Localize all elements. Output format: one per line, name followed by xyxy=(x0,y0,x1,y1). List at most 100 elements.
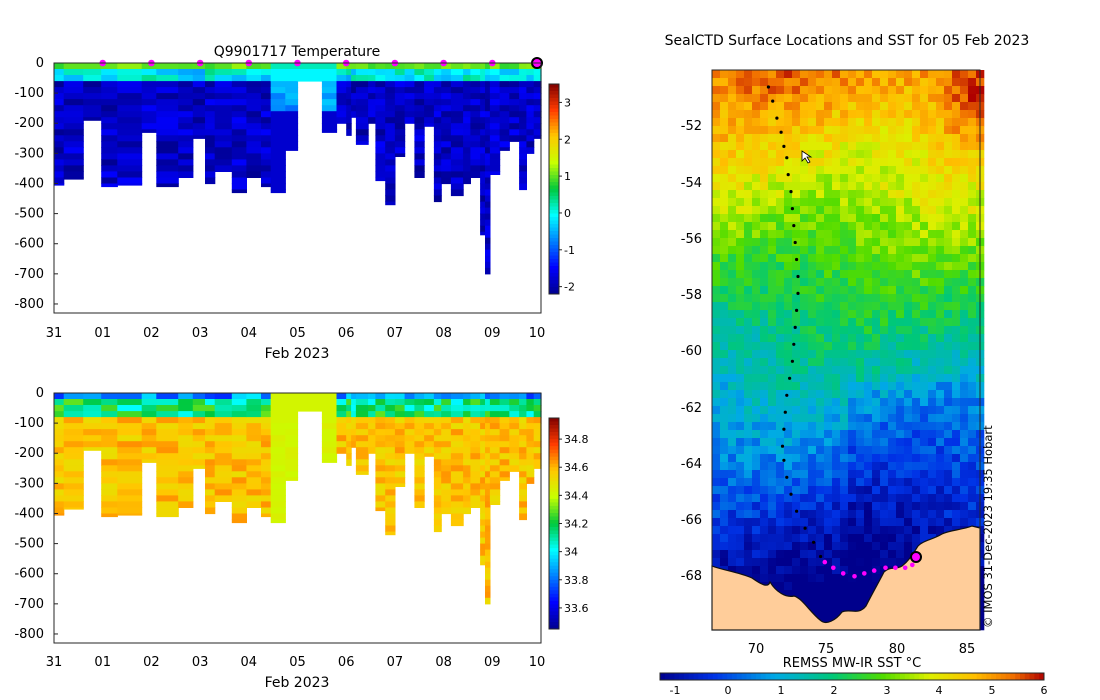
sst-cell xyxy=(752,550,761,559)
profile-cell xyxy=(346,417,352,424)
profile-cell xyxy=(485,471,491,478)
sst-cell xyxy=(824,94,833,103)
sst-cell xyxy=(824,246,833,255)
sst-cell xyxy=(760,142,769,151)
sst-cell xyxy=(816,286,825,295)
profile-cell xyxy=(117,63,143,70)
profile-cell xyxy=(385,495,396,502)
sst-cell xyxy=(800,494,809,503)
colorbar-tick-label: 6 xyxy=(1041,684,1048,697)
profile-cell xyxy=(509,459,520,466)
profile-cell xyxy=(385,453,396,460)
profile-cell xyxy=(450,477,464,484)
sst-cell xyxy=(752,510,761,519)
sst-cell xyxy=(872,142,881,151)
profile-cell xyxy=(336,93,347,100)
profile-cell xyxy=(205,471,216,478)
sst-cell xyxy=(928,246,937,255)
profile-cell xyxy=(526,465,535,472)
sst-cell xyxy=(712,366,721,375)
x-tick-label: 09 xyxy=(484,326,501,341)
sst-cell xyxy=(888,214,897,223)
sst-cell xyxy=(896,190,905,199)
sst-cell xyxy=(720,430,729,439)
sst-cell xyxy=(968,302,977,311)
sst-cell xyxy=(800,526,809,535)
profile-cell xyxy=(351,429,357,436)
sst-cell xyxy=(936,334,945,343)
colorbar-swatch xyxy=(549,541,559,545)
sst-cell xyxy=(864,206,873,215)
profile-cell xyxy=(54,117,65,124)
profile-cell xyxy=(205,147,216,154)
sst-cell xyxy=(912,126,921,135)
profile-cell xyxy=(375,393,386,400)
profile-cell xyxy=(321,411,338,418)
sst-cell xyxy=(848,310,857,319)
sst-cell xyxy=(824,262,833,271)
profile-cell xyxy=(261,183,272,188)
profile-cell xyxy=(480,207,486,215)
sst-cell xyxy=(904,166,913,175)
profile-cell xyxy=(101,123,118,130)
sst-cell xyxy=(768,174,777,183)
sst-cell xyxy=(720,198,729,207)
sst-cell xyxy=(928,398,937,407)
profile-cell xyxy=(351,81,357,88)
sst-cell xyxy=(792,198,801,207)
sst-cell xyxy=(840,310,849,319)
sst-cell xyxy=(904,70,913,79)
profile-cell xyxy=(394,81,406,88)
sst-cell xyxy=(936,222,945,231)
profile-cell xyxy=(470,453,481,460)
profile-cell xyxy=(441,423,452,430)
sst-cell xyxy=(920,294,929,303)
profile-cell xyxy=(441,171,452,178)
sst-cell xyxy=(728,238,737,247)
profile-cell xyxy=(441,111,452,118)
sst-cell xyxy=(808,230,817,239)
colorbar-swatch xyxy=(549,593,559,598)
profile-cell xyxy=(375,159,386,166)
sst-cell xyxy=(872,350,881,359)
sst-cell xyxy=(928,278,937,287)
track-point xyxy=(790,207,795,211)
sst-cell xyxy=(808,502,817,511)
sst-cell xyxy=(800,230,809,239)
profile-cell xyxy=(450,63,464,70)
sst-cell xyxy=(808,574,817,583)
sst-cell xyxy=(872,574,881,583)
sst-cell xyxy=(800,118,809,127)
y-tick-label: 0 xyxy=(36,56,44,71)
sst-cell xyxy=(728,334,737,343)
profile-cell xyxy=(63,483,84,490)
sst-cell xyxy=(840,158,849,167)
sst-cell xyxy=(864,286,873,295)
sst-cell xyxy=(872,398,881,407)
profile-cell xyxy=(533,447,542,454)
sst-cell xyxy=(888,390,897,399)
sst-cell xyxy=(816,582,825,591)
sst-cell xyxy=(904,478,913,487)
profile-cell xyxy=(246,165,262,172)
sst-cell xyxy=(712,390,721,399)
sst-cell xyxy=(720,350,729,359)
sst-cell xyxy=(912,534,921,543)
profile-cell xyxy=(424,429,435,436)
sst-cell xyxy=(720,286,729,295)
profile-cell xyxy=(141,81,157,88)
profile-cell xyxy=(375,483,386,490)
sst-cell xyxy=(800,590,809,599)
profile-cell xyxy=(414,105,425,112)
profile-cell xyxy=(441,399,452,406)
sst-cell xyxy=(720,230,729,239)
profile-cell xyxy=(321,111,338,118)
sst-cell xyxy=(760,318,769,327)
sst-cell xyxy=(768,342,777,351)
sst-cell xyxy=(728,278,737,287)
sst-cell xyxy=(952,166,961,175)
profile-cell xyxy=(63,63,84,70)
sst-cell xyxy=(744,118,753,127)
sst-cell xyxy=(728,286,737,295)
sst-cell xyxy=(752,238,761,247)
